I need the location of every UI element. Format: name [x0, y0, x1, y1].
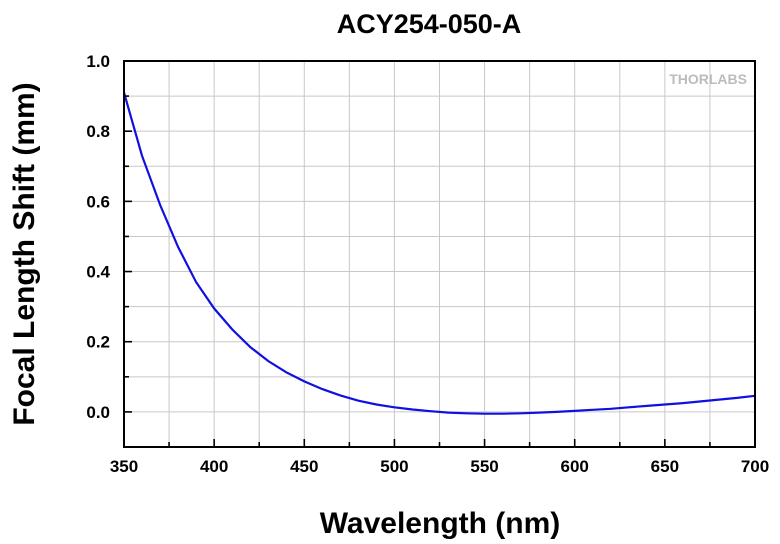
y-tick-label: 0.0: [86, 403, 110, 422]
x-tick-label: 650: [651, 457, 679, 476]
x-tick-label: 450: [290, 457, 318, 476]
axis-ticks: [123, 60, 756, 448]
series-line: [122, 92, 756, 415]
y-tick-label: 0.4: [86, 263, 110, 282]
x-axis-label: Wavelength (nm): [320, 507, 561, 540]
grid-lines: [124, 61, 755, 447]
x-tick-label: 550: [470, 457, 498, 476]
y-tick-label: 0.6: [86, 192, 110, 211]
tick-labels: 350 400 450 500 550 600 650 700 0.0 0.2 0.4 0.6 0.8 1…: [86, 52, 769, 476]
y-tick-label: 0.8: [86, 122, 110, 141]
x-tick-label: 500: [380, 457, 408, 476]
x-tick-label: 600: [561, 457, 589, 476]
y-tick-label: 1.0: [86, 52, 110, 71]
chart-title: ACY254-050-A: [337, 9, 522, 39]
brand-logo: THORLABS: [669, 71, 747, 87]
x-tick-label: 700: [741, 457, 769, 476]
x-tick-label: 350: [110, 457, 138, 476]
y-tick-label: 0.2: [86, 333, 110, 352]
y-axis-label: Focal Length Shift (mm): [8, 82, 41, 425]
x-tick-label: 400: [200, 457, 228, 476]
